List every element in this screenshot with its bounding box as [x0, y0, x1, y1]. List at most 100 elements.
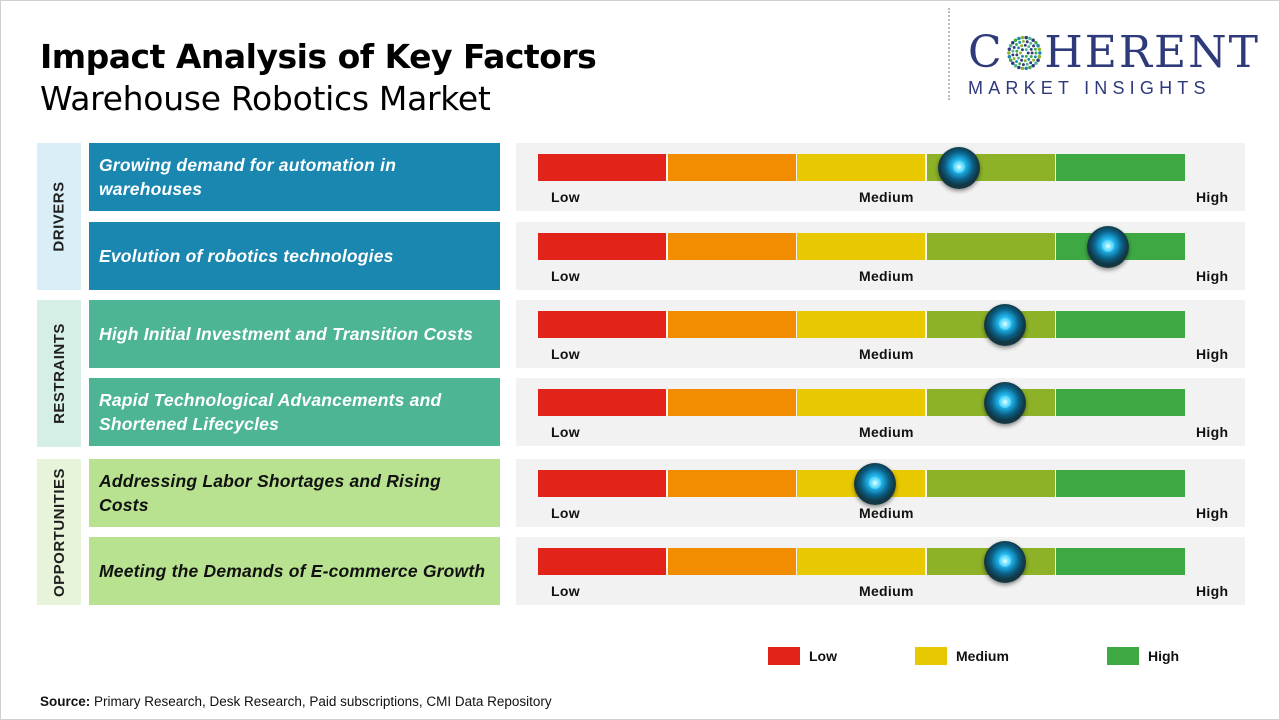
logo-dot	[1036, 58, 1040, 62]
logo-separator	[948, 8, 950, 100]
gauge-segment	[926, 233, 1055, 260]
logo-dot	[1012, 46, 1016, 49]
logo-dot	[1037, 47, 1041, 52]
logo-dots-icon	[1006, 35, 1042, 71]
source-note: Source: Primary Research, Desk Research,…	[40, 694, 552, 709]
logo-dot	[1033, 55, 1037, 59]
logo-dot	[1024, 35, 1028, 40]
gauge-segment	[538, 311, 667, 338]
gauge-segment	[538, 389, 667, 416]
page-title: Impact Analysis of Key Factors	[40, 37, 597, 76]
impact-gauge: Low Medium High	[516, 378, 1245, 446]
gauge-segment	[538, 548, 667, 575]
gauge-label-low: Low	[551, 346, 580, 362]
logo-dot	[1030, 51, 1034, 55]
gauge-label-medium: Medium	[859, 268, 914, 284]
category-opportunities: OPPORTUNITIES	[37, 459, 81, 605]
logo-dot	[1036, 44, 1040, 48]
factor-label: Rapid Technological Advancements and Sho…	[89, 378, 500, 446]
impact-gauge: Low Medium High	[516, 143, 1245, 211]
logo-dot	[1013, 38, 1017, 42]
gauge-label-low: Low	[551, 505, 580, 521]
gauge-label-low: Low	[551, 424, 580, 440]
gauge-label-medium: Medium	[859, 424, 914, 440]
logo-dot	[1015, 53, 1018, 57]
gauge-segment	[1056, 548, 1185, 575]
logo-dot	[1031, 38, 1035, 42]
legend-swatch-high	[1107, 647, 1139, 665]
logo-dot	[1014, 60, 1018, 64]
gauge-segment	[797, 154, 926, 181]
logo-dot	[1020, 48, 1024, 52]
impact-gauge: Low Medium High	[516, 222, 1245, 290]
logo-dot	[1014, 42, 1018, 46]
logo-dot	[1037, 51, 1042, 55]
factor-label: Evolution of robotics technologies	[89, 222, 500, 290]
impact-indicator-knob	[1087, 226, 1130, 268]
gauge-segment	[1056, 470, 1185, 497]
legend-item-low: Low	[768, 647, 837, 665]
gauge-segment	[797, 548, 926, 575]
logo-dot	[1010, 40, 1015, 45]
title-block: Impact Analysis of Key Factors Warehouse…	[40, 36, 597, 120]
logo-dot	[1006, 51, 1011, 55]
gauge-segment	[797, 311, 926, 338]
logo-dot	[1016, 56, 1020, 60]
logo-dot	[1024, 48, 1028, 52]
gauge-segment	[538, 233, 667, 260]
legend-item-high: High	[1107, 647, 1179, 665]
logo-dot	[1020, 54, 1024, 58]
gauge-label-low: Low	[551, 583, 580, 599]
logo-tagline: MARKET INSIGHTS	[968, 78, 1211, 98]
legend-label-medium: Medium	[956, 648, 1009, 664]
logo-dot	[1023, 43, 1027, 47]
legend-swatch-medium	[915, 647, 947, 665]
logo-dot	[1008, 44, 1013, 48]
logo-dot	[1019, 44, 1023, 48]
category-restraints-label: RESTRAINTS	[50, 323, 68, 424]
logo-dot	[1008, 58, 1013, 62]
impact-indicator-knob	[983, 541, 1026, 583]
gauge-label-medium: Medium	[859, 189, 914, 205]
logo-text-right: HERENT	[1044, 27, 1260, 78]
category-drivers-label: DRIVERS	[50, 181, 68, 252]
gauge-segment	[667, 389, 796, 416]
logo-dot	[1026, 57, 1030, 61]
logo-dot	[1027, 65, 1032, 70]
legend-label-high: High	[1148, 648, 1180, 664]
impact-indicator-knob	[938, 147, 981, 189]
logo-dot	[1033, 40, 1038, 45]
gauge-label-high: High	[1196, 424, 1229, 440]
logo-dot	[1023, 59, 1027, 63]
logo-dot	[1028, 41, 1032, 45]
impact-gauge: Low Medium High	[516, 537, 1245, 605]
logo-dot	[1020, 35, 1024, 40]
logo-dot	[1016, 65, 1021, 70]
gauge-segment	[1056, 154, 1185, 181]
logo-dot	[1012, 57, 1016, 60]
impact-gauge: Low Medium High	[516, 459, 1245, 527]
logo-dot	[1020, 66, 1024, 71]
source-text: Primary Research, Desk Research, Paid su…	[90, 694, 552, 709]
gauge-label-high: High	[1196, 583, 1229, 599]
gauge-segment	[667, 311, 796, 338]
logo-dot	[1016, 36, 1021, 41]
gauge-label-low: Low	[551, 268, 580, 284]
logo-dot	[1028, 61, 1032, 65]
source-label: Source:	[40, 694, 91, 709]
gauge-label-low: Low	[551, 189, 580, 205]
logo-dot	[1011, 49, 1015, 53]
logo-text-left: C	[968, 27, 1004, 78]
gauge-label-high: High	[1196, 268, 1229, 284]
company-logo: C HERENT MARKET INSIGHTS	[968, 27, 1260, 99]
category-restraints: RESTRAINTS	[37, 300, 81, 447]
logo-dot	[1031, 44, 1035, 48]
factor-label: Addressing Labor Shortages and Rising Co…	[89, 459, 500, 527]
logo-dot	[1021, 63, 1025, 67]
logo-dot	[1031, 64, 1035, 68]
logo-dot	[1031, 58, 1035, 62]
logo-dot	[1018, 51, 1022, 55]
gauge-segment	[926, 470, 1055, 497]
gauge-segment	[1056, 389, 1185, 416]
category-drivers: DRIVERS	[37, 143, 81, 290]
